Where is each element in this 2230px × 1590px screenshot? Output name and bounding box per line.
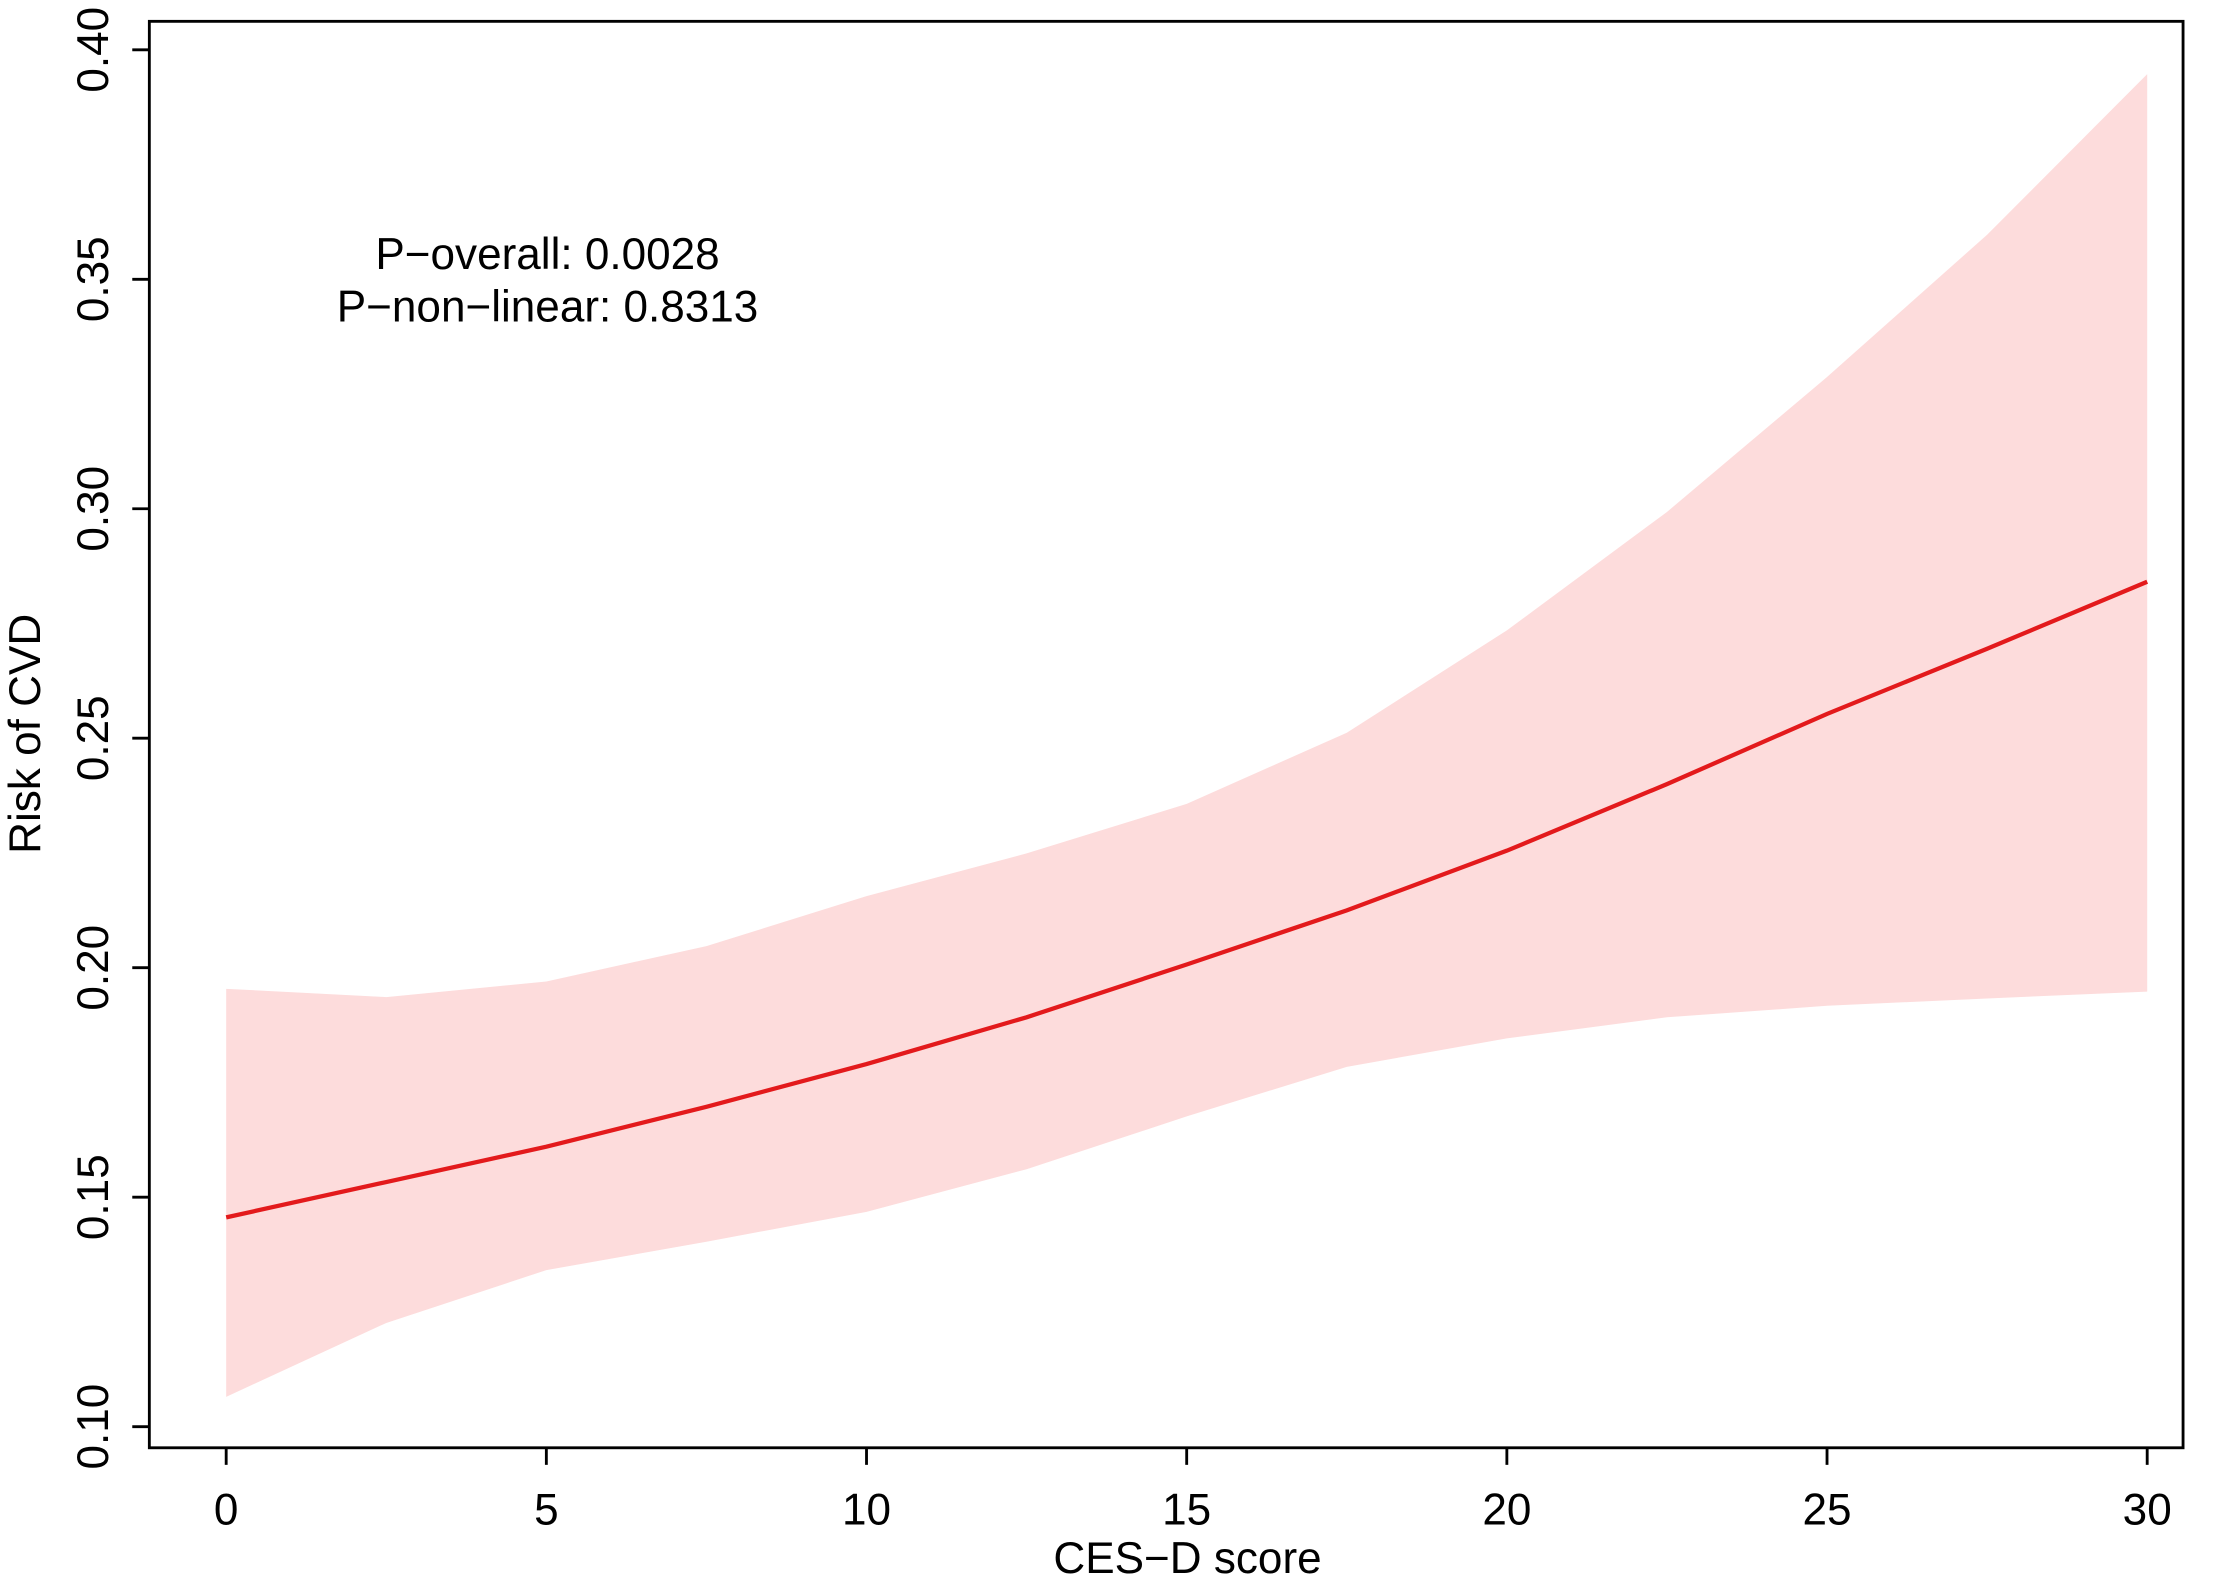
x-tick-label: 25: [1803, 1486, 1852, 1535]
y-tick-label: 0.40: [69, 7, 118, 93]
x-tick-label: 30: [2123, 1486, 2172, 1535]
annotation: P−overall: 0.0028: [375, 230, 719, 279]
confidence-band: [226, 74, 2148, 1397]
x-tick-label: 20: [1482, 1486, 1531, 1535]
x-tick-label: 5: [534, 1486, 559, 1535]
x-tick-label: 10: [842, 1486, 891, 1535]
y-tick-label: 0.35: [69, 236, 118, 322]
plot-frame: [147, 19, 2185, 1450]
x-tick-label: 15: [1162, 1486, 1211, 1535]
y-axis-label: Risk of CVD: [1, 614, 50, 854]
line: [225, 579, 2149, 1220]
y-tick-label: 0.10: [69, 1384, 118, 1470]
x-axis-label: CES−D score: [1053, 1534, 1321, 1583]
y-tick-label: 0.20: [69, 925, 118, 1011]
y-tick-label: 0.30: [69, 466, 118, 552]
y-tick-label: 0.25: [69, 695, 118, 781]
x-tick-label: 0: [214, 1486, 239, 1535]
annotation: P−non−linear: 0.8313: [337, 282, 759, 331]
y-tick-label: 0.15: [69, 1154, 118, 1240]
